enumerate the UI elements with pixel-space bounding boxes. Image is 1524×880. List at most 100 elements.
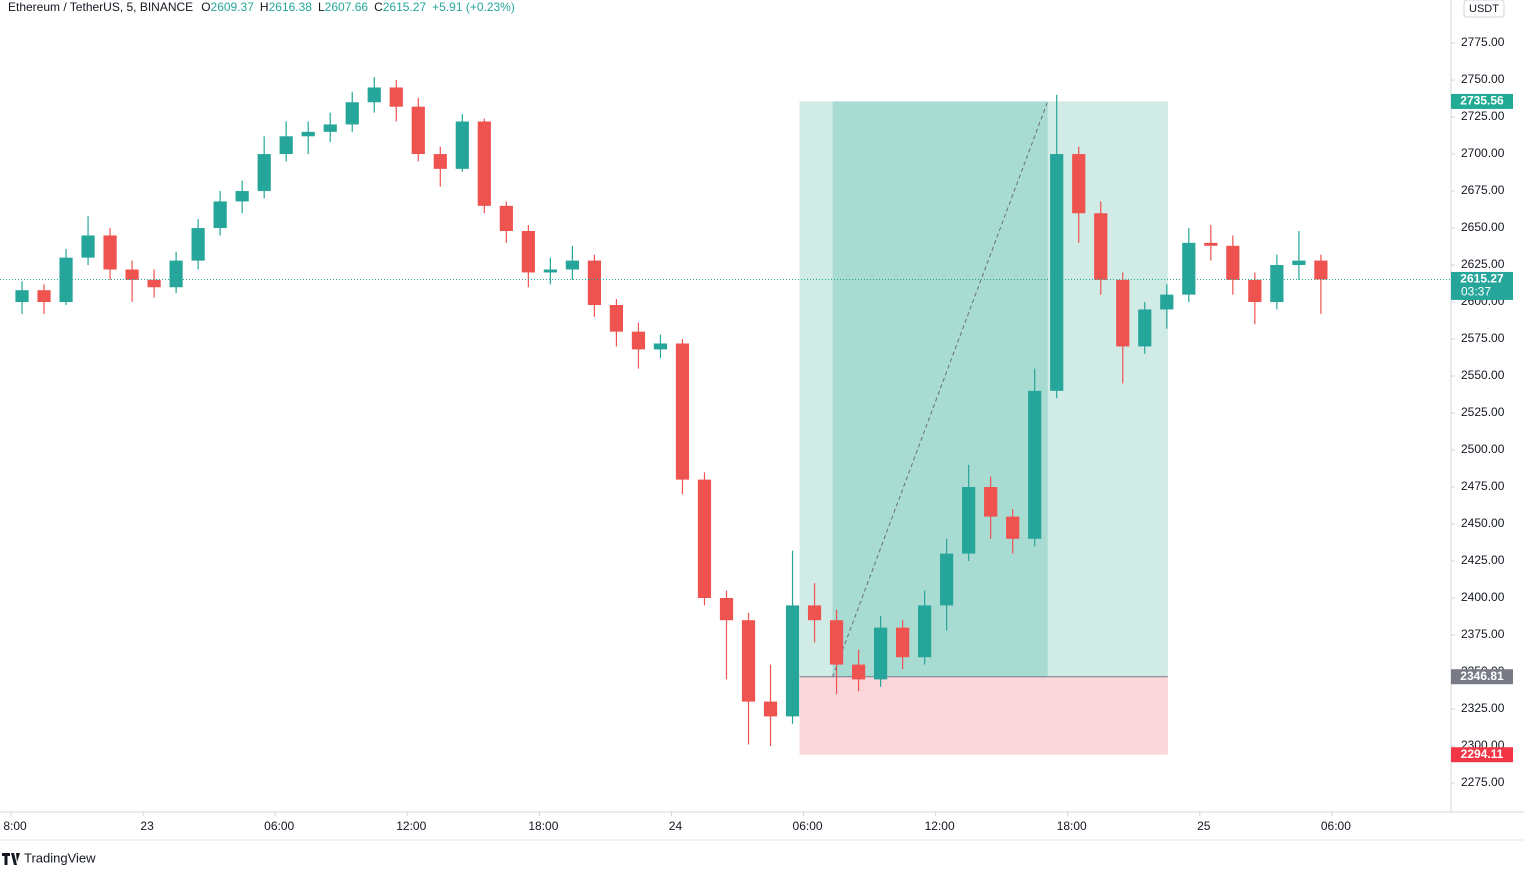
legend-text: O <box>201 0 210 14</box>
candle-body <box>829 620 844 665</box>
legend-text: 2616.38 <box>269 0 313 14</box>
candle-body <box>1270 265 1284 303</box>
y-tick-label: 2675.00 <box>1461 183 1505 197</box>
candle-body <box>301 131 315 137</box>
y-tick-label: 2700.00 <box>1461 146 1505 160</box>
x-tick-label: 06:00 <box>1321 819 1351 833</box>
legend-text: Ethereum / TetherUS, 5, BINANCE <box>8 0 193 14</box>
candle-body <box>411 106 425 155</box>
stop-zone <box>799 676 1168 755</box>
candle-body <box>587 260 602 305</box>
candle-body <box>1182 242 1196 295</box>
y-tick-label: 2725.00 <box>1461 109 1505 123</box>
candle-body <box>543 269 557 273</box>
y-tick-label: 2775.00 <box>1461 35 1505 49</box>
candle-body <box>1292 260 1306 266</box>
y-tick-label: 2425.00 <box>1461 553 1505 567</box>
candle-body <box>851 664 866 680</box>
candle-body <box>1314 260 1328 280</box>
brand-logo[interactable] <box>2 853 20 865</box>
candle-body <box>257 154 271 192</box>
candle-body <box>103 235 117 270</box>
candle-body <box>235 191 249 202</box>
candle-body <box>1160 294 1174 310</box>
candle-body <box>279 136 293 155</box>
price-label-box <box>1451 669 1513 685</box>
candle-body <box>499 205 513 232</box>
candle-body <box>169 260 183 288</box>
candle-body <box>477 121 491 206</box>
candle-body <box>1072 154 1086 214</box>
candle-body <box>653 343 668 350</box>
candles <box>15 77 1328 746</box>
currency[interactable]: USDT <box>1469 3 1499 15</box>
countdown: 03:37 <box>1461 285 1491 299</box>
candle-body <box>631 331 646 350</box>
candle-body <box>697 479 712 599</box>
legend-text: H <box>260 0 269 14</box>
x-tick-label: 8:00 <box>3 819 27 833</box>
price-label: 2346.81 <box>1460 669 1504 683</box>
candle-body <box>147 279 161 288</box>
candle-body <box>367 87 381 103</box>
candle-body <box>741 620 756 702</box>
price-label-box <box>1451 747 1513 763</box>
candle-body <box>1138 309 1152 347</box>
y-tick-label: 2475.00 <box>1461 479 1505 493</box>
candle-body <box>323 124 337 132</box>
candle-body <box>125 269 139 280</box>
candle-body <box>785 605 800 717</box>
brand[interactable]: TradingView <box>24 850 96 865</box>
x-tick-label: 18:00 <box>528 819 558 833</box>
x-tick-label: 12:00 <box>396 819 426 833</box>
candle-body <box>918 605 932 658</box>
candle-body <box>1116 279 1130 347</box>
candle-body <box>455 121 469 169</box>
candle-body <box>763 701 778 717</box>
legend-text: 2615.27 <box>383 0 427 14</box>
candle-body <box>1226 245 1240 280</box>
x-tick-label: 18:00 <box>1057 819 1087 833</box>
position-tool[interactable] <box>799 101 1168 755</box>
y-tick-label: 2550.00 <box>1461 368 1505 382</box>
y-tick-label: 2750.00 <box>1461 72 1505 86</box>
candle-body <box>675 343 690 480</box>
y-tick-label: 2400.00 <box>1461 590 1505 604</box>
legend-text: +5.91 (+0.23%) <box>432 0 515 14</box>
x-tick-label: 23 <box>140 819 154 833</box>
candle-body <box>191 228 205 261</box>
candle-body <box>37 290 51 303</box>
x-tick-label: 12:00 <box>925 819 955 833</box>
candle-body <box>940 553 954 606</box>
y-tick-label: 2500.00 <box>1461 442 1505 456</box>
legend-text: 2609.37 <box>211 0 255 14</box>
x-tick-label: 25 <box>1197 819 1211 833</box>
candle-body <box>1006 516 1020 539</box>
candle-body <box>962 487 976 554</box>
candle-body <box>433 154 447 169</box>
candle-body <box>807 605 822 621</box>
candle-body <box>81 235 95 258</box>
price-label-box <box>1451 93 1513 109</box>
price-label-box <box>1451 271 1513 300</box>
candle-body <box>719 598 734 621</box>
y-tick-label: 2650.00 <box>1461 220 1505 234</box>
currency-button[interactable] <box>1463 0 1505 18</box>
price-label: 2615.27 <box>1460 272 1504 286</box>
candle-body <box>1248 279 1262 303</box>
candle-body <box>521 231 535 273</box>
candle-body <box>213 201 227 229</box>
candle-body <box>984 487 998 517</box>
x-tick-label: 24 <box>669 819 683 833</box>
y-tick-label: 2275.00 <box>1461 775 1505 789</box>
y-tick-label: 2575.00 <box>1461 331 1505 345</box>
trade-path <box>832 101 1049 677</box>
candle-body <box>1028 390 1042 539</box>
y-tick-label: 2625.00 <box>1461 257 1505 271</box>
candle-body <box>873 627 888 680</box>
price-label: 2294.11 <box>1461 747 1504 761</box>
y-tick-label: 2325.00 <box>1461 701 1505 715</box>
y-tick-label: 2450.00 <box>1461 516 1505 530</box>
